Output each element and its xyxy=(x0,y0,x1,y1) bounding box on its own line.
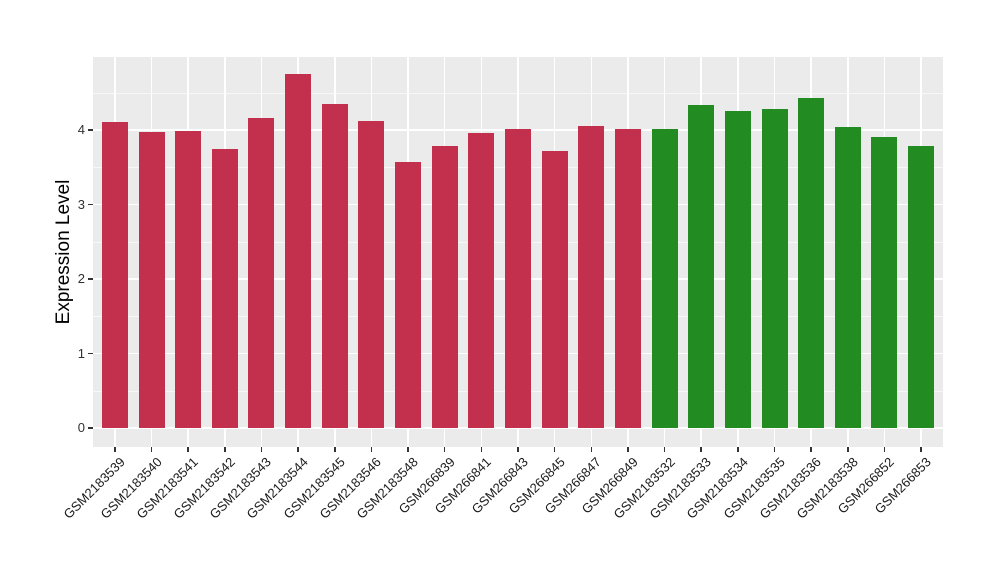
y-tick-mark xyxy=(88,278,93,280)
bar xyxy=(614,128,641,428)
x-tick-mark xyxy=(700,447,702,452)
bar xyxy=(321,103,348,428)
x-tick-mark xyxy=(590,447,593,452)
bar xyxy=(834,127,861,428)
bar xyxy=(798,97,825,428)
x-tick-mark xyxy=(773,447,776,452)
x-tick-mark xyxy=(370,447,373,452)
x-tick-mark xyxy=(297,447,299,452)
x-tick-mark xyxy=(883,447,886,452)
bar xyxy=(724,111,751,428)
x-tick-mark xyxy=(150,447,153,452)
y-tick-mark xyxy=(88,352,93,355)
y-tick-mark xyxy=(88,203,93,206)
x-tick-mark xyxy=(407,447,409,452)
bar xyxy=(541,150,568,428)
bar xyxy=(395,162,422,428)
gridline-major xyxy=(93,427,943,429)
bar xyxy=(248,118,275,428)
plot-panel xyxy=(93,57,943,447)
x-tick-mark xyxy=(260,447,263,452)
y-tick-label: 1 xyxy=(77,345,85,361)
bar xyxy=(908,146,935,428)
bar xyxy=(285,74,312,428)
bar xyxy=(211,149,238,428)
x-tick-mark xyxy=(847,447,849,452)
bar xyxy=(358,121,385,428)
bar xyxy=(138,132,165,428)
bar xyxy=(651,128,678,428)
x-tick-mark xyxy=(553,447,556,452)
x-tick-mark xyxy=(334,447,336,452)
x-tick-mark xyxy=(810,447,812,452)
bar xyxy=(761,109,788,428)
x-tick-mark xyxy=(443,447,446,452)
y-tick-mark xyxy=(88,427,93,429)
x-tick-mark xyxy=(224,447,226,452)
bar xyxy=(175,130,202,428)
bar xyxy=(431,145,458,428)
x-tick-mark xyxy=(663,447,666,452)
bar xyxy=(871,136,898,428)
bar xyxy=(468,132,495,428)
x-tick-mark xyxy=(627,447,629,452)
y-tick-mark xyxy=(88,129,93,131)
y-tick-label: 3 xyxy=(77,196,85,212)
x-tick-mark xyxy=(187,447,189,452)
x-tick-mark xyxy=(480,447,483,452)
x-tick-mark xyxy=(920,447,922,452)
y-tick-label: 2 xyxy=(77,271,85,286)
y-tick-label: 0 xyxy=(77,420,85,435)
bar xyxy=(578,126,605,428)
x-tick-mark xyxy=(737,447,739,452)
y-tick-label: 4 xyxy=(77,122,85,137)
x-tick-mark xyxy=(517,447,519,452)
bar xyxy=(101,121,128,428)
x-tick-mark xyxy=(114,447,116,452)
bar xyxy=(688,104,715,428)
bar xyxy=(505,128,531,428)
